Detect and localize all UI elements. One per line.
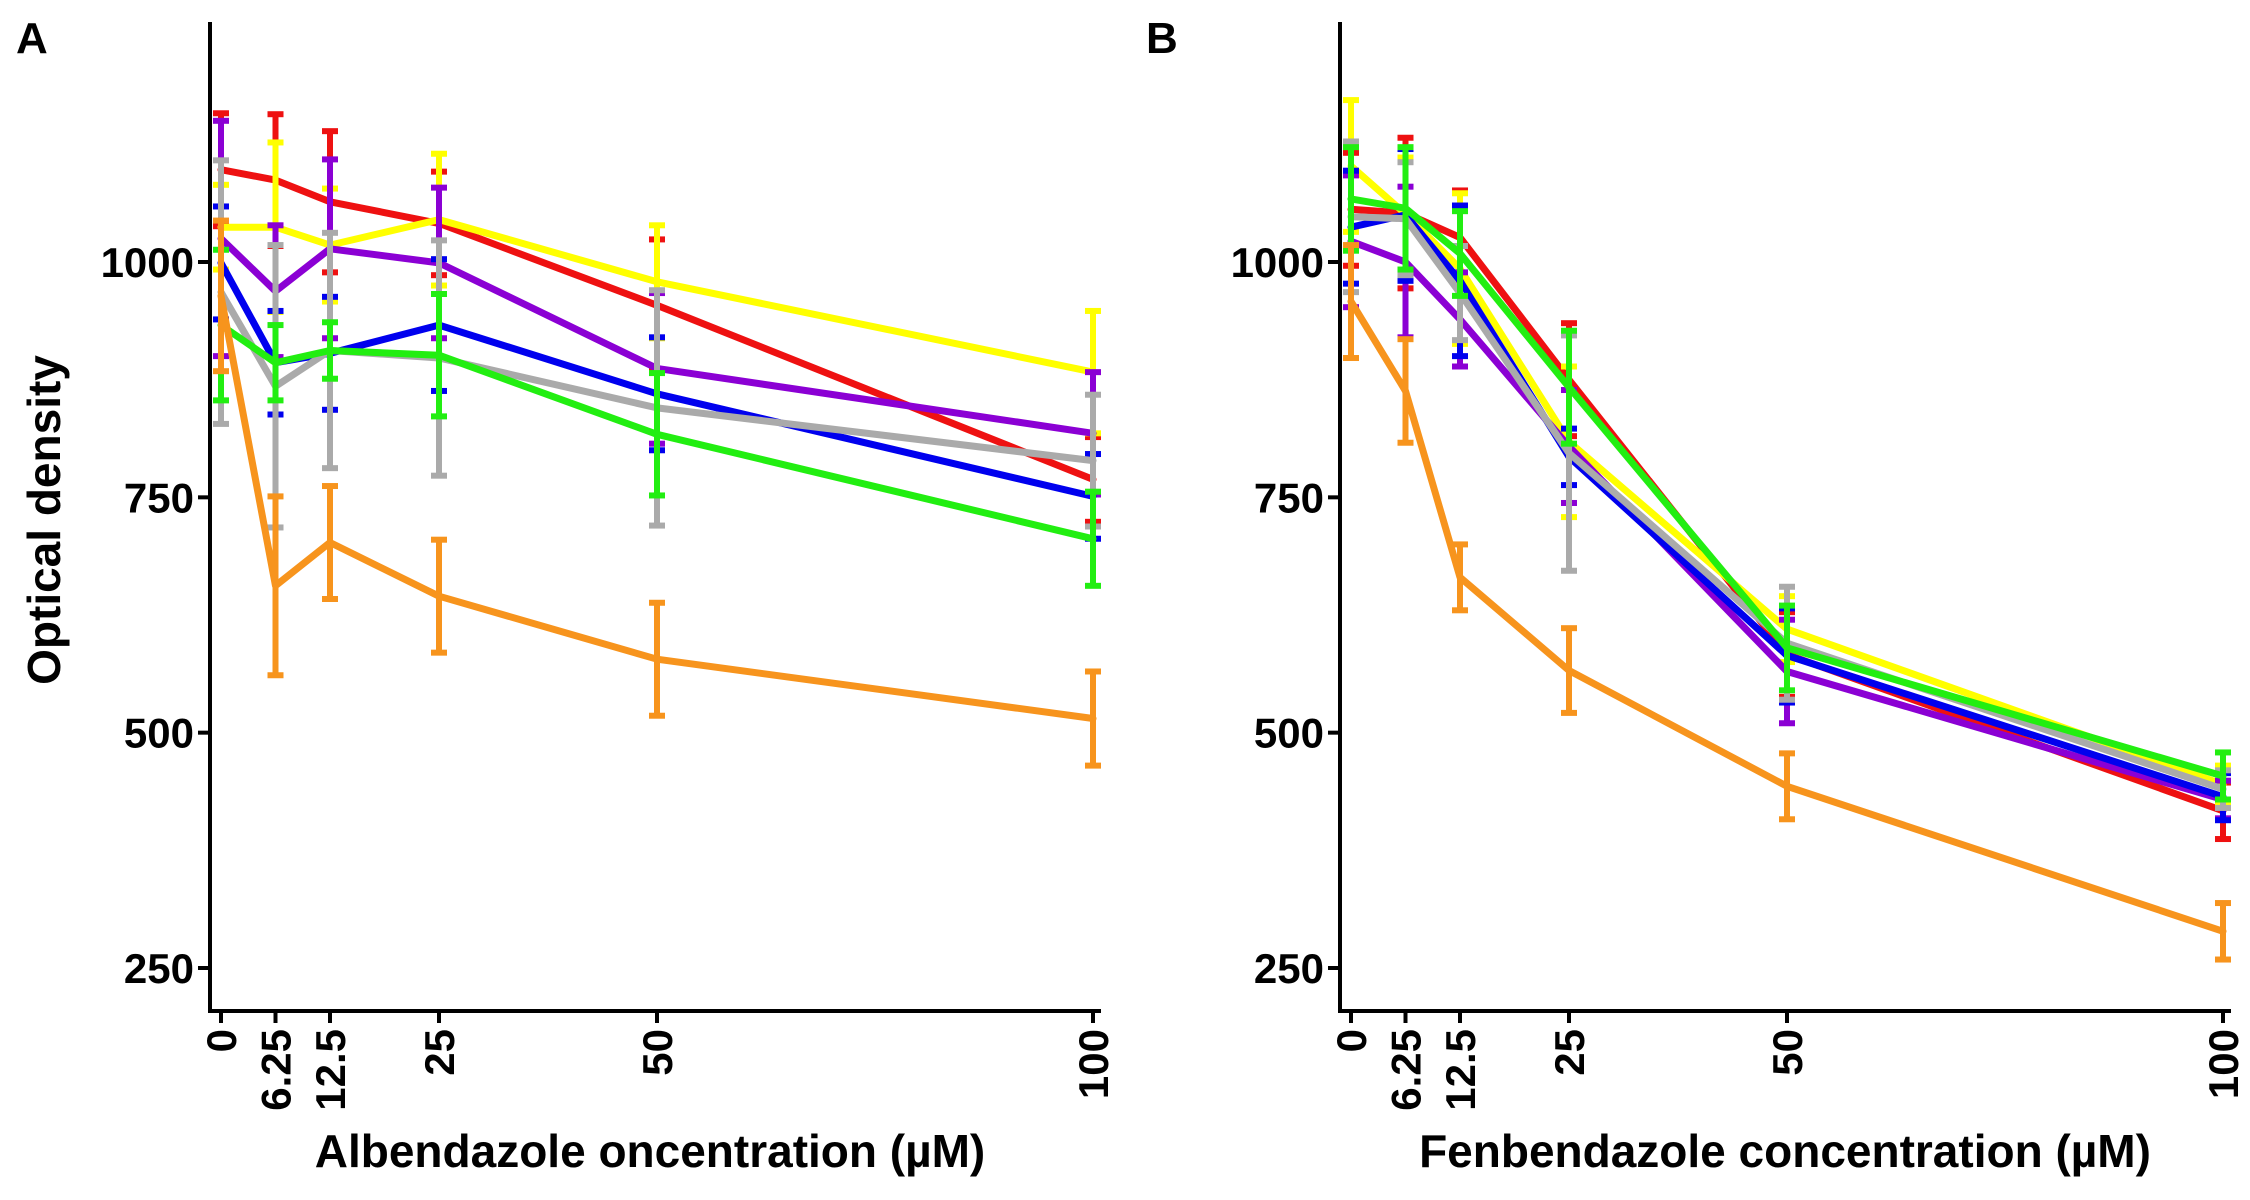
x-axis-label: Fenbendazole concentration (µM) [1419, 1125, 2151, 1177]
x-tick-label: 12.5 [1437, 1029, 1484, 1111]
chart-panel-a: A Optical density Albendazole oncentrati… [16, 14, 1117, 1177]
y-tick-label: 500 [1254, 710, 1324, 757]
x-tick-label: 100 [1070, 1029, 1117, 1099]
data-series [213, 246, 1101, 589]
y-tick-label: 500 [124, 710, 194, 757]
x-tick-label: 25 [1546, 1029, 1593, 1076]
y-tick-label: 1000 [101, 239, 194, 286]
data-series [1343, 134, 2231, 843]
x-tick-label: 6.25 [1383, 1029, 1430, 1111]
x-tick-label: 50 [1764, 1029, 1811, 1076]
x-tick-label: 100 [2200, 1029, 2247, 1099]
chart-panel-b: B Fenbendazole concentration (µM) 250500… [1146, 14, 2247, 1177]
data-series [1343, 144, 2231, 803]
x-tick-label: 25 [416, 1029, 463, 1076]
axes: 250 500 750 1000 0 6.25 12.5 25 50 100 [101, 22, 1117, 1111]
x-tick-label: 0 [198, 1029, 245, 1052]
x-tick-label: 0 [1328, 1029, 1375, 1052]
series-line [217, 216, 1097, 376]
y-tick-label: 1000 [1231, 239, 1324, 286]
x-tick-label: 50 [634, 1029, 681, 1076]
y-tick-label: 250 [1254, 945, 1324, 992]
series-line [1347, 195, 2227, 780]
series-layer [213, 110, 1101, 769]
x-tick-label: 12.5 [307, 1029, 354, 1111]
y-axis-label: Optical density [18, 355, 70, 685]
panel-label: B [1146, 14, 1178, 63]
data-series [213, 217, 1101, 769]
axes: 250 500 750 1000 0 6.25 12.5 25 50 100 [1231, 22, 2247, 1111]
y-tick-label: 750 [124, 474, 194, 521]
data-series [1343, 242, 2231, 963]
x-axis-label: Albendazole oncentration (µM) [315, 1125, 986, 1177]
y-tick-label: 250 [124, 945, 194, 992]
x-tick-label: 6.25 [253, 1029, 300, 1111]
series-line [1347, 298, 2227, 935]
series-layer [1343, 97, 2231, 963]
panel-label: A [16, 14, 48, 63]
y-tick-label: 750 [1254, 474, 1324, 521]
series-line [217, 235, 1097, 437]
series-line [217, 321, 1097, 543]
series-line [1347, 237, 2227, 803]
series-line [217, 292, 1097, 722]
series-line [217, 166, 1097, 483]
series-line [217, 259, 1097, 500]
